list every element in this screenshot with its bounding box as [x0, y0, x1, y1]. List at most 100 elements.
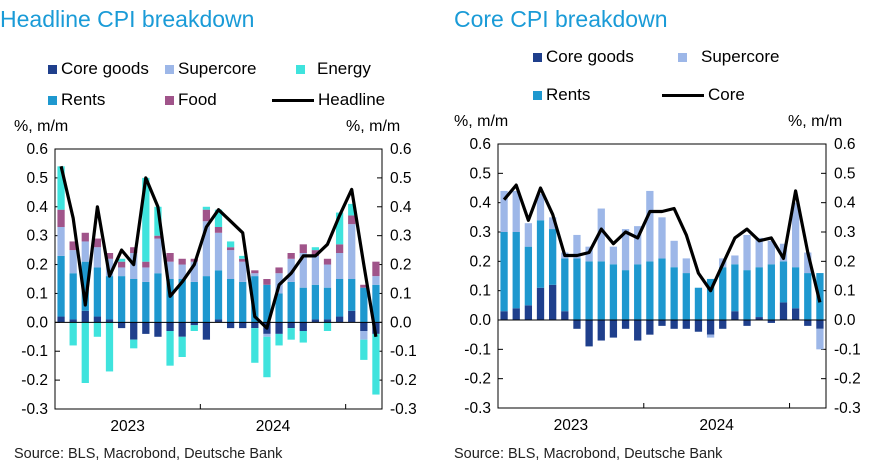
y-tick-label-right: 0.6 [390, 141, 412, 158]
bar-segment-energy [348, 203, 356, 216]
bar-segment-supercore [767, 240, 775, 265]
bar-segment-rents [549, 229, 557, 285]
bar-segment-food [287, 253, 295, 259]
y-tick-label-left: 0.0 [26, 314, 48, 331]
y-tick-label-left: 0.6 [26, 141, 48, 158]
bar-segment-supercore [791, 202, 800, 268]
y-tick-label-left: -0.1 [21, 343, 48, 360]
bar-segment-core-goods [105, 319, 114, 323]
bar-segment-food [142, 261, 150, 268]
legend-label: Supercore [701, 47, 780, 66]
bar-segment-energy [251, 328, 259, 363]
bar-segment-energy [130, 339, 138, 349]
bar-segment-rents [142, 281, 150, 323]
bar-segment-rents [372, 284, 380, 323]
bar-segment-supercore [287, 258, 295, 282]
legend-energy: Energy [296, 59, 371, 79]
bar-segment-rents [694, 287, 703, 320]
bar-segment-food [263, 279, 271, 285]
y-tick-label-left: 0.2 [26, 257, 48, 274]
bar-segment-core-goods [536, 287, 545, 320]
bar-segment-food [154, 235, 162, 239]
bar-segment-rents [670, 267, 678, 320]
bar-segment-rents [646, 261, 654, 320]
bar-segment-supercore [755, 237, 763, 268]
bar-segment-food [323, 258, 332, 265]
bar-segment-core-goods [69, 319, 77, 323]
bar-segment-energy [81, 322, 89, 383]
y-tick-label-left: -0.2 [21, 372, 48, 389]
bar-segment-rents [275, 293, 283, 323]
bar-segment-rents [166, 279, 174, 323]
bar-segment-core-goods [287, 322, 295, 329]
line-series-headline [59, 165, 378, 338]
bar-segment-food [226, 247, 235, 251]
legend-label: Energy [317, 59, 371, 78]
bar-segment-rents [719, 267, 727, 320]
bar-segment-core-goods [93, 316, 102, 323]
bar-segment-rents [93, 267, 102, 317]
bar-segment-core-goods [57, 316, 65, 323]
y-tick-label-left: -0.3 [21, 401, 48, 418]
bar-segment-supercore [93, 247, 102, 268]
bar-segment-energy [142, 177, 150, 262]
bar-segment-rents [251, 276, 259, 323]
bar-segment-supercore [142, 267, 150, 282]
bar-segment-rents [658, 258, 666, 320]
bar-segment-rents [81, 261, 89, 311]
bar-segment-supercore [597, 208, 605, 262]
y-axis-unit-left: %, m/m [454, 113, 509, 130]
bar-segment-energy [69, 322, 77, 346]
y-tick-label-right: -0.2 [834, 371, 861, 388]
y-tick-label-right: -0.3 [834, 400, 861, 417]
legend-swatch-rents [48, 95, 57, 105]
bar-segment-core-goods [670, 320, 678, 329]
line-series-core [502, 183, 822, 303]
bar-segment-core-goods [549, 284, 557, 320]
bar-segment-rents [500, 232, 508, 312]
y-tick-label-left: 0.1 [469, 283, 491, 300]
bar-segment-food [214, 227, 223, 233]
bar-segment-rents [69, 273, 77, 320]
y-tick-label-right: 0.6 [834, 136, 856, 153]
bar-segment-core-goods [816, 320, 824, 329]
bar-segment-supercore [804, 252, 812, 274]
bar-segment-rents [791, 267, 800, 309]
bar-segment-supercore [81, 241, 89, 262]
bar-segment-rents [311, 284, 320, 320]
bar-segment-core-goods [658, 320, 666, 326]
bar-segment-rents [202, 276, 211, 323]
bar-segment-food [299, 244, 307, 253]
bar-segment-food [311, 250, 320, 256]
bar-segment-food [372, 261, 380, 277]
bar-segment-food [81, 232, 89, 242]
bar-segment-food [335, 244, 344, 253]
legend-swatch-core-goods [533, 52, 542, 62]
bar-segment-rents [621, 270, 630, 320]
y-tick-label-right: 0.1 [834, 283, 856, 300]
bar-segment-supercore [69, 250, 77, 274]
bar-segment-supercore [536, 193, 545, 221]
bar-segment-energy [311, 247, 320, 251]
bar-segment-rents [767, 264, 775, 320]
legend-label: Rents [61, 90, 106, 109]
legend-core: Core [662, 85, 745, 105]
y-tick-label-left: 0.3 [469, 224, 491, 241]
bar-segment-rents [348, 279, 356, 311]
legend-core-goods: Core goods [533, 47, 634, 67]
y-tick-label-right: -0.1 [834, 341, 861, 358]
bar-segment-energy [190, 325, 198, 331]
bar-segment-energy [263, 336, 271, 378]
y-tick-label-right: -0.1 [390, 343, 417, 360]
y-tick-label-right: 0.2 [834, 253, 856, 270]
legend-supercore: Supercore [165, 59, 256, 79]
bar-segment-supercore [816, 328, 824, 350]
bar-segment-supercore [239, 261, 247, 282]
bar-segment-energy [166, 331, 174, 366]
bar-segment-supercore [360, 331, 368, 340]
x-tick-label: 2023 [554, 417, 588, 434]
bar-segment-food [360, 284, 368, 288]
bar-segment-energy [360, 339, 368, 360]
bar-segment-rents [335, 279, 344, 317]
bar-segment-core-goods [360, 322, 368, 331]
